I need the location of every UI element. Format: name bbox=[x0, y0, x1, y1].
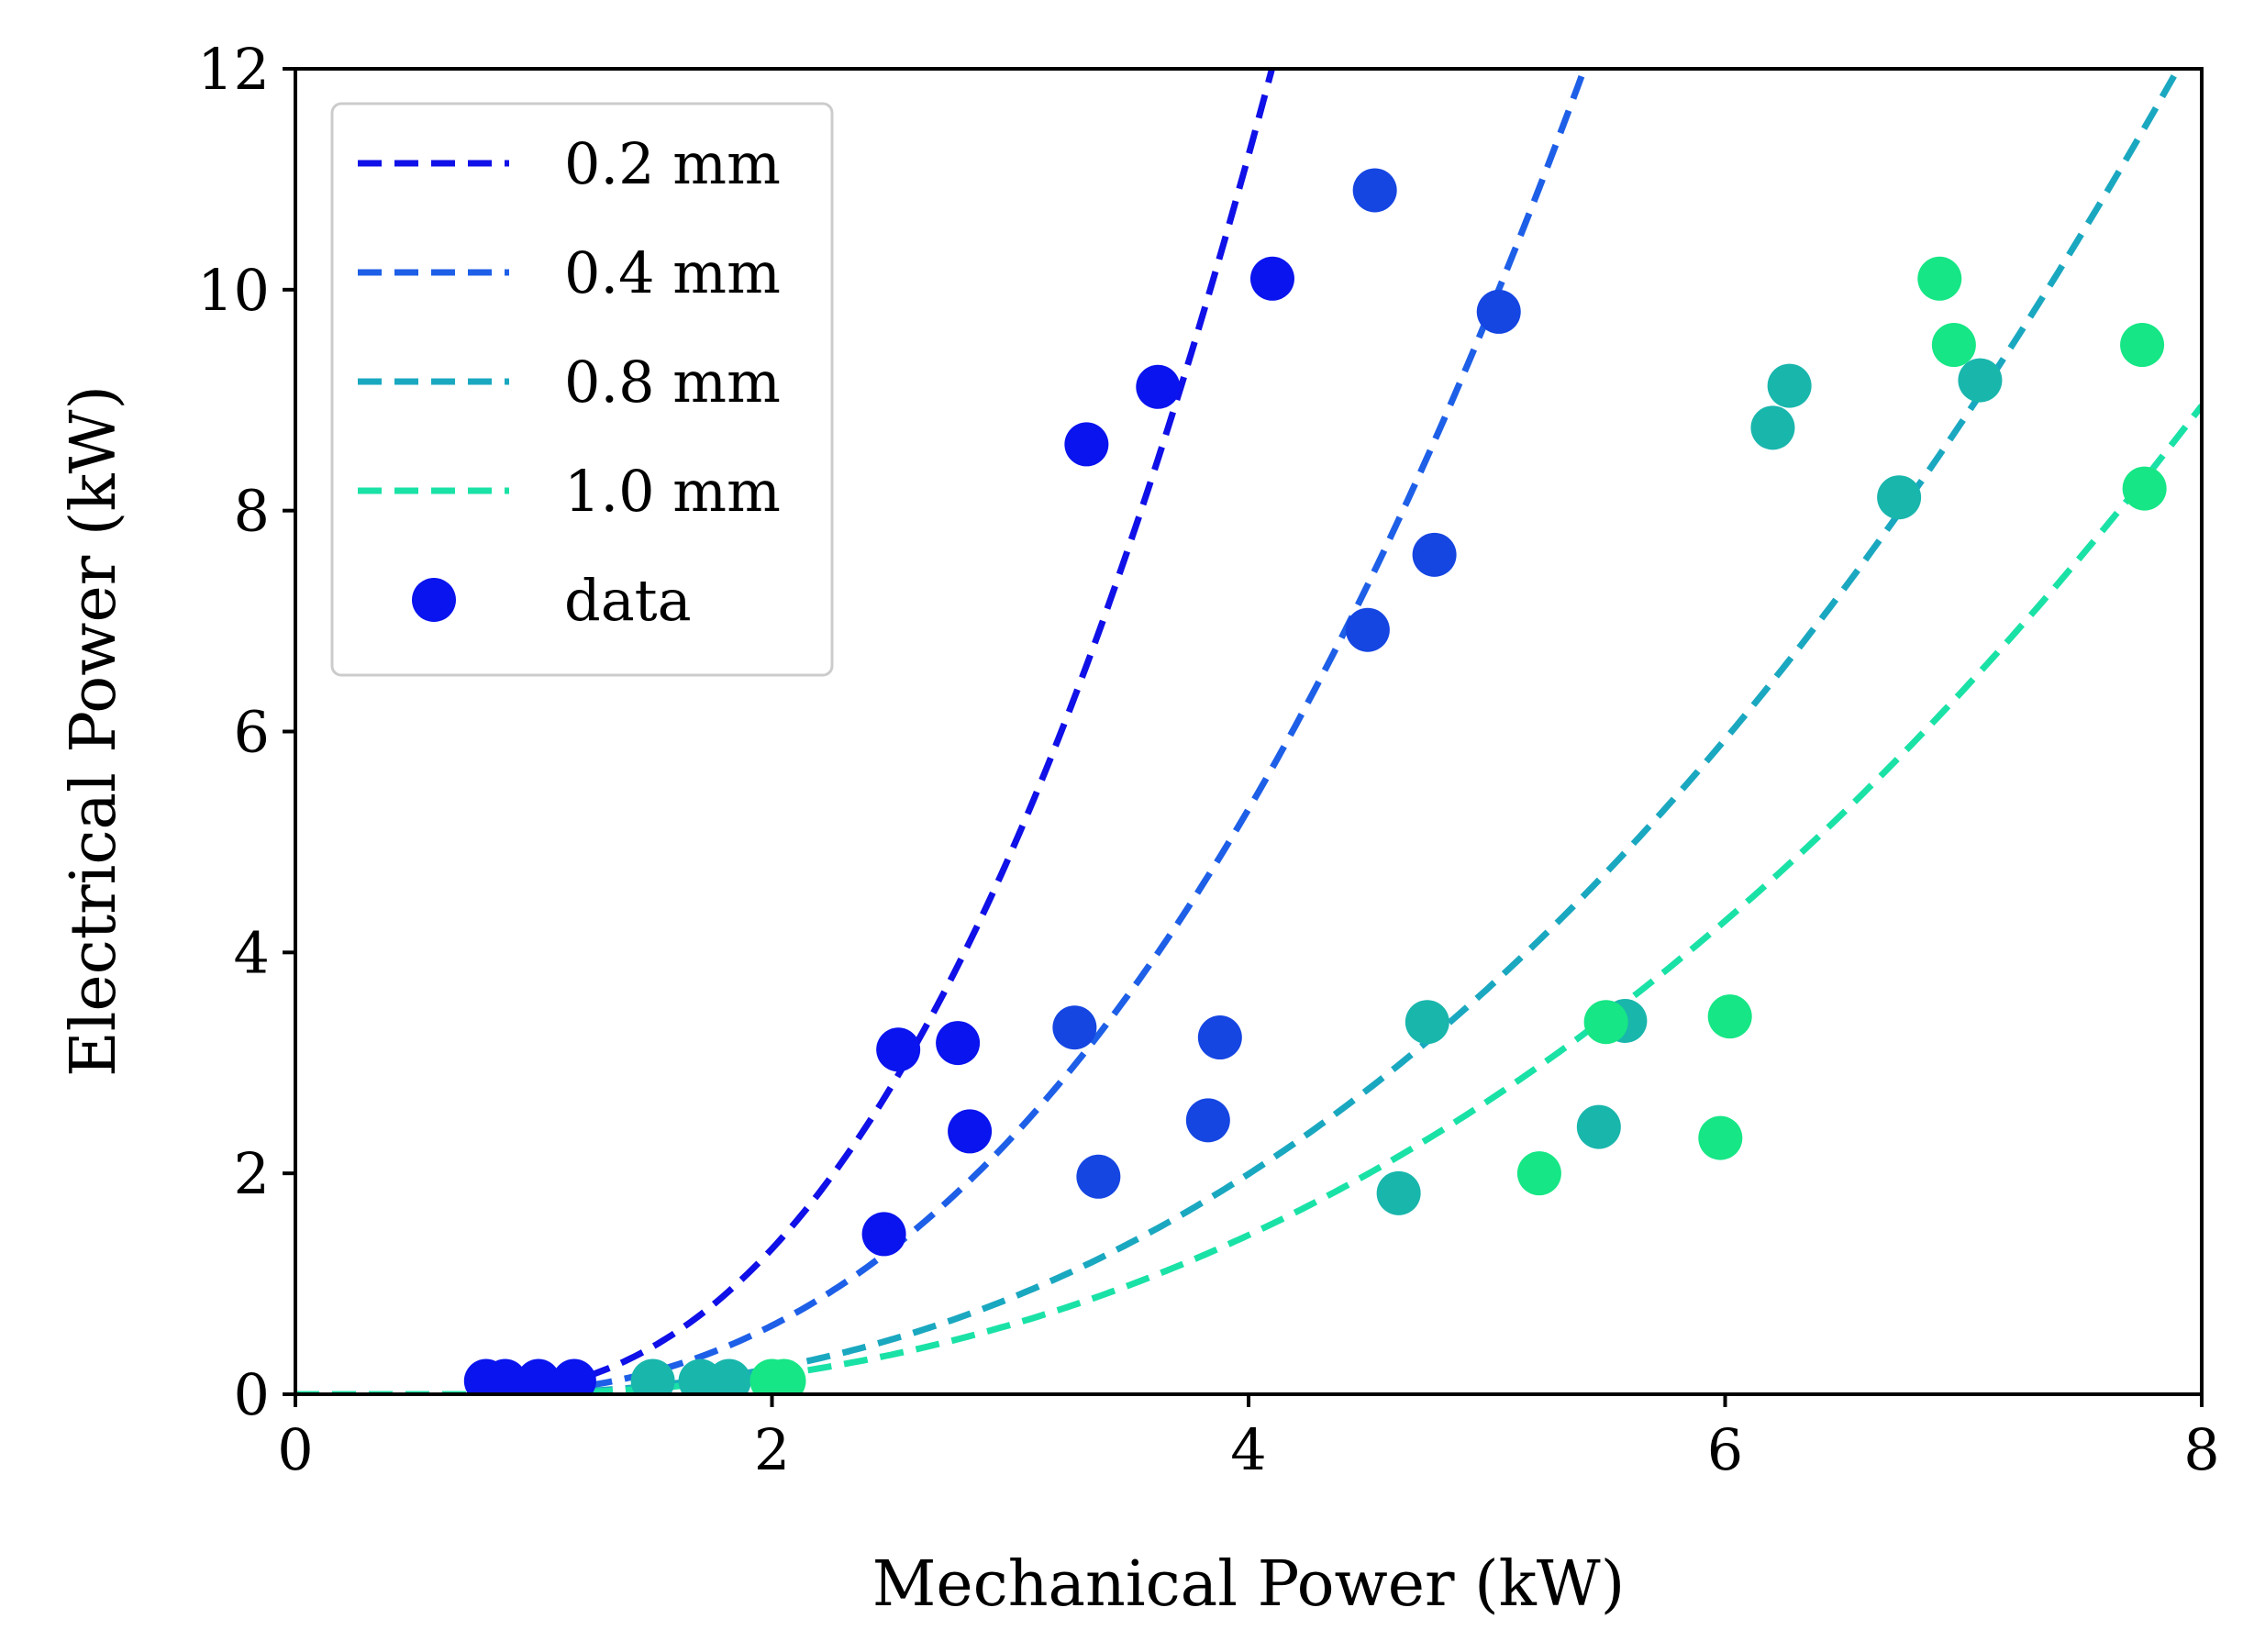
data-point bbox=[1877, 475, 1922, 520]
data-points bbox=[463, 168, 2167, 1394]
data-point bbox=[630, 1358, 675, 1394]
y-axis: 0 2 4 6 8 10 12 bbox=[197, 36, 295, 1428]
y-tick-label: 0 bbox=[234, 1361, 270, 1428]
data-point bbox=[876, 1027, 921, 1072]
x-tick-label: 8 bbox=[2183, 1416, 2219, 1483]
y-tick-label: 10 bbox=[197, 257, 270, 324]
data-point bbox=[551, 1358, 596, 1394]
legend: 0.2 mm 0.4 mm 0.8 mm 1.0 mm data bbox=[330, 102, 834, 677]
data-point bbox=[1412, 532, 1457, 577]
legend-label-data: data bbox=[564, 567, 692, 634]
data-point bbox=[1516, 1151, 1561, 1196]
fit-curve-2 bbox=[295, 69, 2182, 1394]
legend-marker-data bbox=[412, 578, 456, 622]
data-point bbox=[483, 1358, 527, 1394]
data-point bbox=[1576, 1104, 1621, 1149]
data-point bbox=[761, 1358, 806, 1394]
data-point bbox=[948, 1109, 993, 1154]
fit-curve-3 bbox=[295, 404, 2202, 1394]
data-point bbox=[1376, 1170, 1421, 1215]
y-axis-title: Electrical Power (kW) bbox=[58, 385, 130, 1077]
data-point bbox=[1064, 422, 1109, 467]
data-point bbox=[1076, 1154, 1121, 1199]
fit-curves bbox=[295, 69, 2202, 1394]
legend-label-1: 0.4 mm bbox=[564, 239, 781, 306]
data-point bbox=[1345, 607, 1390, 652]
data-point bbox=[1707, 994, 1752, 1039]
data-point bbox=[1052, 1005, 1097, 1050]
legend-label-0: 0.2 mm bbox=[564, 130, 781, 197]
data-point bbox=[2120, 323, 2165, 368]
x-tick-label: 6 bbox=[1707, 1416, 1743, 1483]
data-point bbox=[1958, 358, 2003, 403]
data-point bbox=[1917, 256, 1962, 301]
data-point bbox=[936, 1021, 981, 1066]
data-point bbox=[1767, 363, 1812, 408]
data-point bbox=[1931, 323, 1976, 368]
data-point bbox=[516, 1358, 561, 1394]
data-point bbox=[861, 1212, 906, 1257]
data-point bbox=[1476, 289, 1521, 334]
data-point bbox=[706, 1358, 751, 1394]
data-point bbox=[2122, 466, 2167, 511]
y-tick-label: 4 bbox=[234, 919, 270, 986]
x-tick-label: 4 bbox=[1230, 1416, 1266, 1483]
data-point bbox=[1136, 364, 1181, 409]
legend-label-3: 1.0 mm bbox=[564, 458, 781, 525]
x-axis-title: Mechanical Power (kW) bbox=[872, 1548, 1625, 1621]
y-tick-label: 12 bbox=[197, 36, 270, 103]
data-point bbox=[1197, 1015, 1242, 1060]
x-axis: 0 2 4 6 8 bbox=[277, 1394, 2220, 1483]
data-point bbox=[1185, 1098, 1230, 1143]
data-point bbox=[1750, 405, 1795, 450]
legend-label-2: 0.8 mm bbox=[564, 349, 781, 416]
y-tick-label: 2 bbox=[234, 1140, 270, 1207]
data-point bbox=[1249, 256, 1294, 301]
x-tick-label: 2 bbox=[754, 1416, 790, 1483]
y-tick-label: 6 bbox=[234, 699, 270, 766]
data-point bbox=[1352, 168, 1397, 213]
data-point bbox=[1583, 1000, 1628, 1045]
y-tick-label: 8 bbox=[234, 478, 270, 545]
data-point bbox=[1698, 1115, 1743, 1160]
x-tick-label: 0 bbox=[277, 1416, 313, 1483]
legend-box bbox=[330, 102, 834, 677]
data-point bbox=[1405, 1000, 1449, 1045]
